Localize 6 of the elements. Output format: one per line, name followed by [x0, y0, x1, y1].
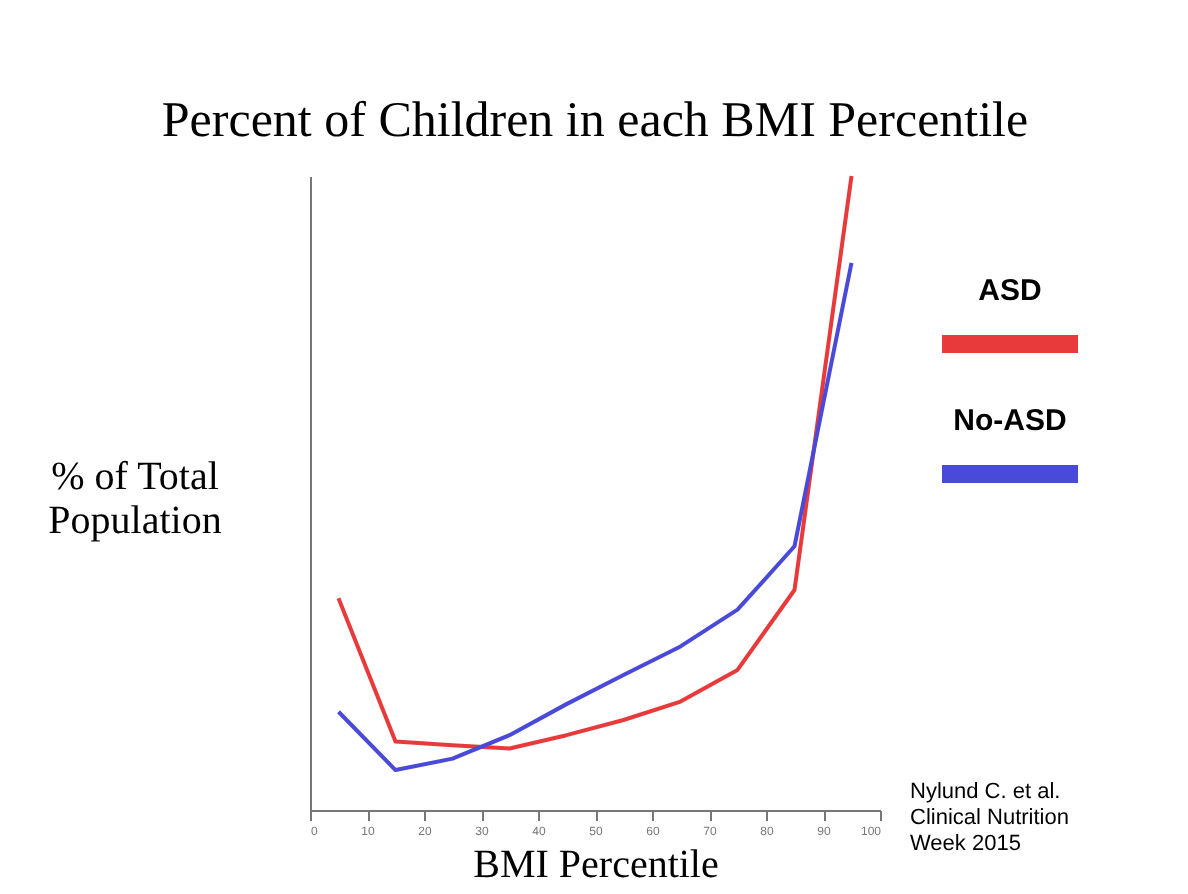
text: ASD: [978, 274, 1042, 308]
x-axis-title: BMI Percentile: [473, 843, 719, 887]
chart-title: Percent of Children in each BMI Percentile: [161, 94, 1029, 148]
text: Nylund C. et al. Clinical Nutrition Week 2015: [910, 780, 1069, 856]
text: No-ASD: [953, 404, 1067, 438]
y-axis-title: % of Total Population: [48, 455, 222, 543]
